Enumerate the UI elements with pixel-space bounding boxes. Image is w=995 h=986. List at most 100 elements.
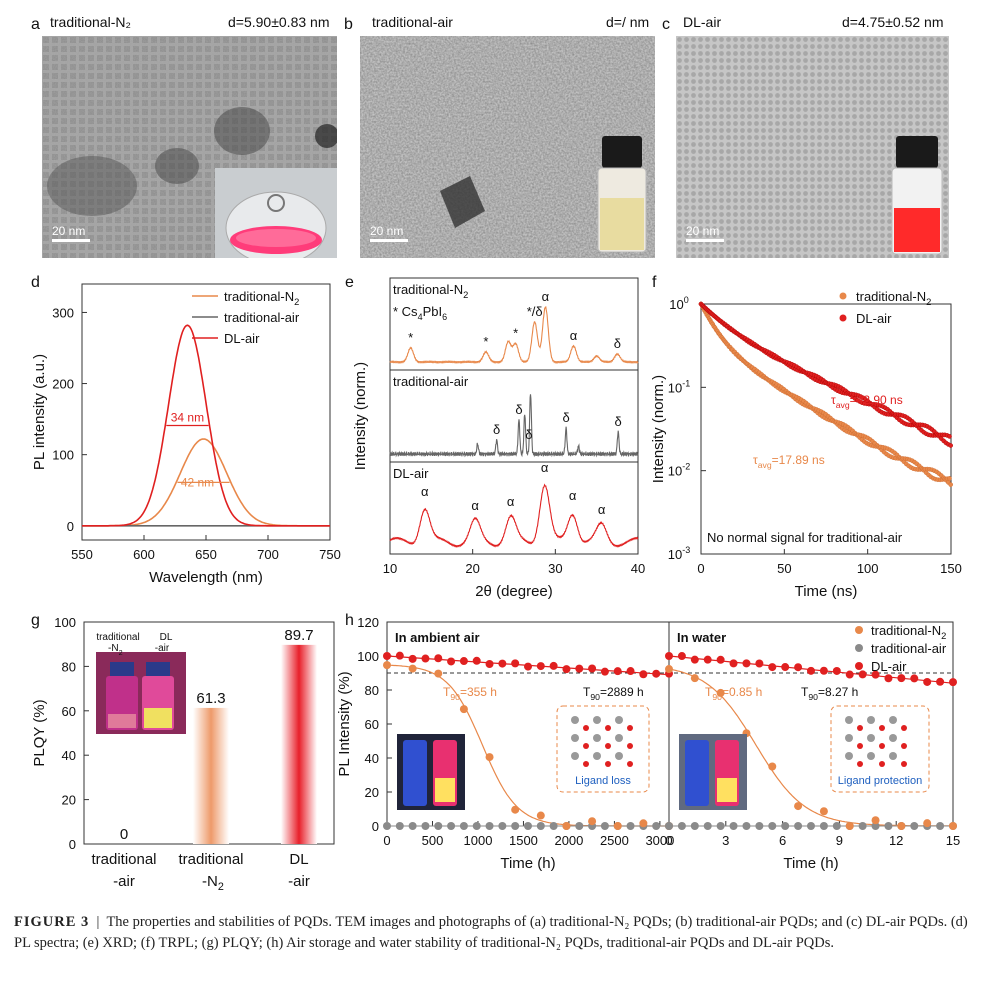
lattice-atom [879,743,885,749]
point-dl [383,652,391,660]
legend-label: traditional-N2 [856,289,931,307]
point-n2 [383,661,391,670]
x-tick-label: 2000 [554,833,583,848]
point-dl [652,669,661,678]
panel-label-e: e [345,274,354,291]
point-dl [408,654,417,663]
series-title: traditional-N2 [393,282,468,300]
t90-label-n2: T90=355 h [443,685,497,702]
x-axis-label: Wavelength (nm) [149,569,263,586]
lattice-atom [857,761,863,767]
point-n2 [434,669,443,678]
y-tick-label: 0 [372,819,379,834]
point-dl [871,670,880,679]
point-air [600,822,609,830]
point-air [716,822,725,830]
point-dl [742,659,751,668]
chart-d: 550 600 650 700 750 0 100 200 300 Wavelength (nm)… [31,283,341,586]
panel-label-d: d [31,274,40,291]
lattice-atom [867,752,875,760]
point-dl [781,663,790,672]
t90-label-dl: T90=8.27 h [801,685,858,702]
schematic-label: Ligand loss [575,775,631,787]
panel-c-size: d=4.75±0.52 nm [842,14,944,30]
panel-a-title: traditional-N₂ [50,14,131,30]
panel-a-size: d=5.90±0.83 nm [228,14,330,30]
lattice-atom [605,761,611,767]
peak-label: * [483,334,488,349]
decay-point [948,443,954,448]
legend-note: * Cs4PbI6 [393,304,447,322]
point-air [459,822,468,830]
point-air [794,822,803,830]
point-dl [485,660,494,669]
lattice-atom [889,752,897,760]
lattice-atom [857,743,863,749]
inset-label: DL [160,632,173,643]
peak-label: α [421,484,429,499]
point-dl [395,651,404,660]
legend-label: traditional-N2 [224,289,299,307]
panel-b-size: d=/ nm [606,14,650,30]
x-tick-label: 550 [71,547,93,562]
lattice-atom [615,716,623,724]
point-dl [562,665,571,674]
x-tick-label: 1000 [464,833,493,848]
point-n2 [665,665,673,674]
peak-label: */δ [527,304,543,319]
y-tick-label: 80 [62,659,76,674]
caption-text: The properties and stabilities of PQDs. … [14,914,968,951]
vial-cap [110,662,134,676]
peak-label: α [570,328,578,343]
inset-label: -N2 [108,643,123,657]
panel-label-b: b [344,16,353,33]
x-tick-label: 9 [836,833,843,848]
point-air [434,822,443,830]
lattice-atom [605,725,611,731]
y-axis-label: Intensity (norm.) [352,362,369,470]
point-n2 [588,817,597,826]
point-dl [639,670,648,679]
x-tick-label: 650 [195,547,217,562]
category-label: DL [289,851,308,868]
series-line-2 [82,324,330,527]
y-tick-label: 10-3 [668,545,690,562]
bar-value-label: 61.3 [196,690,225,707]
legend-label: traditional-N2 [871,623,946,641]
point-air [832,822,841,830]
point-air [871,822,880,830]
y-tick-label: 0 [67,519,74,534]
fwhm-label-n2: 42 nm [181,475,214,489]
point-dl [897,674,906,683]
lattice-atom [627,743,633,749]
photo-inset-a [215,168,337,258]
point-air [447,822,456,830]
t90-label-dl: T90=2889 h [583,685,644,702]
peak-label: δ [562,410,569,425]
point-dl [819,666,828,675]
y-tick-label: 20 [62,793,76,808]
point-dl [936,677,945,686]
point-dl [498,659,507,668]
point-air [536,822,545,830]
x-tick-label: 0 [665,833,672,848]
x-tick-label: 15 [946,833,960,848]
lattice-atom [889,716,897,724]
point-n2 [562,822,571,830]
point-n2 [871,816,880,825]
point-air [524,822,532,830]
scale-bar-b: 20 nm [370,224,404,238]
x-tick-label: 0 [383,833,390,848]
x-tick-label: 3 [722,833,729,848]
point-dl [588,664,597,673]
vial [403,740,427,806]
point-dl [575,664,584,673]
point-dl [600,667,609,676]
point-dl [755,659,764,668]
peak-label: α [471,498,479,513]
panel-title: In ambient air [395,630,480,645]
lattice-atom [605,743,611,749]
fwhm-label-dl: 34 nm [171,411,204,425]
lattice-atom [901,725,907,731]
